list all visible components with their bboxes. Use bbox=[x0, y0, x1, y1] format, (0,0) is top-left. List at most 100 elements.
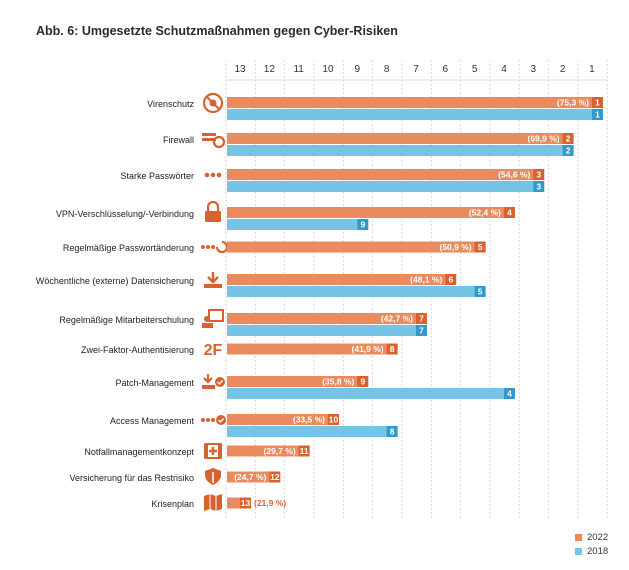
bar-2022 bbox=[227, 376, 366, 387]
x-tick-label: 10 bbox=[322, 64, 334, 75]
icon-dot bbox=[206, 418, 210, 422]
category-label: Regelmäßige Passwortänderung bbox=[63, 243, 194, 253]
lock-icon bbox=[205, 200, 221, 222]
bar-2022 bbox=[227, 274, 454, 285]
percent-label-2022: (48,1 %) bbox=[410, 275, 442, 285]
category-label: Krisenplan bbox=[151, 499, 194, 509]
rank-label-2022: 6 bbox=[448, 275, 453, 285]
percent-label-2022: (75,3 %) bbox=[557, 98, 589, 108]
icon-dot bbox=[211, 418, 215, 422]
category-label: Access Management bbox=[110, 416, 195, 426]
icon-text: 2F bbox=[204, 342, 223, 359]
icon-tray bbox=[202, 385, 215, 389]
rank-label-2022: 13 bbox=[241, 498, 251, 508]
rank-badge-2022 bbox=[533, 169, 545, 180]
icon-check-circle bbox=[215, 377, 225, 387]
bar-2022 bbox=[227, 313, 424, 324]
rank-label-2018: 7 bbox=[419, 326, 424, 336]
legend-item-2018: 2018 bbox=[575, 544, 608, 558]
icon-cross bbox=[209, 447, 217, 455]
legend-label-2022: 2022 bbox=[587, 531, 609, 543]
rank-badge-2018 bbox=[533, 181, 545, 192]
rank-badge-2018 bbox=[562, 145, 574, 156]
icon-refresh-arc bbox=[215, 240, 229, 254]
icon-arrow bbox=[207, 272, 219, 284]
x-tick-label: 7 bbox=[413, 64, 419, 75]
bar-2022 bbox=[227, 97, 600, 108]
rank-badge-2022 bbox=[298, 445, 310, 457]
category-label: Firewall bbox=[163, 135, 194, 145]
percent-label-2022: (24,7 %) bbox=[234, 472, 266, 482]
bar-2022 bbox=[227, 343, 395, 355]
training-icon bbox=[202, 309, 224, 328]
bar-2018 bbox=[227, 219, 366, 230]
rank-badge-2022 bbox=[269, 471, 281, 483]
x-tick-label: 8 bbox=[384, 64, 390, 75]
legend: 2022 2018 bbox=[575, 530, 608, 558]
category-label: Virenschutz bbox=[147, 99, 194, 109]
icon-dial bbox=[212, 135, 226, 149]
icon-dot bbox=[210, 172, 216, 178]
bar-2022 bbox=[227, 207, 512, 218]
bar-2022 bbox=[227, 241, 483, 253]
rank-badge-2022 bbox=[357, 376, 369, 387]
password-dots-icon bbox=[204, 172, 222, 178]
category-label: Versicherung für das Restrisiko bbox=[69, 473, 194, 483]
rank-label-2022: 1 bbox=[595, 98, 600, 108]
rank-label-2022: 10 bbox=[329, 415, 339, 425]
x-tick-label: 2 bbox=[560, 64, 566, 75]
icon-brick bbox=[202, 133, 216, 136]
patch-icon bbox=[202, 374, 225, 389]
category-label: Zwei-Faktor-Authentisierung bbox=[81, 345, 194, 355]
category-label: VPN-Verschlüsselung/-Verbindung bbox=[56, 209, 194, 219]
x-tick-label: 11 bbox=[293, 64, 304, 75]
rank-label-2022: 7 bbox=[419, 314, 424, 324]
icon-dot bbox=[211, 245, 215, 249]
legend-label-2018: 2018 bbox=[587, 545, 609, 557]
rank-badge-2022 bbox=[415, 313, 427, 324]
percent-label-2022: (69,9 %) bbox=[528, 134, 560, 144]
firewall-icon bbox=[202, 133, 226, 149]
category-row: Patch-Management 9 (35,8 %) 4 bbox=[115, 374, 515, 399]
rank-label-2018: 8 bbox=[390, 427, 395, 437]
category-row: Regelmäßige Passwortänderung 5 (50,9 %) bbox=[63, 240, 486, 254]
icon-map bbox=[204, 494, 222, 511]
category-row: Notfallmanagementkonzept 11 (29,7 %) bbox=[84, 443, 310, 459]
bar-2022 bbox=[227, 133, 571, 144]
rank-badge-2022 bbox=[591, 97, 603, 108]
category-row: Wöchentliche (externe) Datensicherung 6 (4… bbox=[36, 272, 486, 297]
percent-label-2022: (21,9 %) bbox=[254, 498, 286, 508]
rank-badge-2022 bbox=[240, 497, 251, 509]
rank-label-2018: 4 bbox=[507, 389, 512, 399]
x-tick-label: 6 bbox=[443, 64, 449, 75]
rank-label-2018: 1 bbox=[595, 110, 600, 120]
category-row: Access Management 10 (33,5 %) 8 bbox=[110, 414, 398, 437]
icon-shackle bbox=[206, 200, 220, 211]
category-row: Regelmäßige Mitarbeiterschulung 7 (42,7 %)… bbox=[59, 309, 427, 336]
category-row: VPN-Verschlüsselung/-Verbindung 4 (52,4 %)… bbox=[56, 200, 515, 230]
x-tick-label: 4 bbox=[501, 64, 507, 75]
x-tick-label: 5 bbox=[472, 64, 478, 75]
category-label: Regelmäßige Mitarbeiterschulung bbox=[59, 315, 194, 325]
bar-2018 bbox=[227, 426, 395, 437]
rank-label-2022: 11 bbox=[300, 446, 309, 456]
icon-check bbox=[217, 380, 224, 386]
rank-badge-2018 bbox=[357, 219, 369, 230]
icon-body bbox=[202, 323, 213, 328]
rank-label-2022: 3 bbox=[536, 170, 541, 180]
percent-label-2022: (29,7 %) bbox=[264, 446, 296, 456]
shield-icon bbox=[205, 468, 221, 485]
icon-board bbox=[208, 309, 224, 322]
category-label: Wöchentliche (externe) Datensicherung bbox=[36, 276, 194, 286]
icon-check bbox=[218, 418, 225, 424]
bar-2018 bbox=[227, 145, 571, 156]
bar-2022 bbox=[227, 414, 336, 425]
icon-dot bbox=[204, 172, 210, 178]
x-tick-label: 1 bbox=[589, 64, 595, 75]
access-check-icon bbox=[201, 415, 226, 425]
x-tick-label: 9 bbox=[355, 64, 361, 75]
rank-badge-2018 bbox=[415, 325, 427, 336]
rank-label-2022: 4 bbox=[507, 208, 512, 218]
category-row: Virenschutz 1 (75,3 %) 1 bbox=[147, 92, 603, 120]
